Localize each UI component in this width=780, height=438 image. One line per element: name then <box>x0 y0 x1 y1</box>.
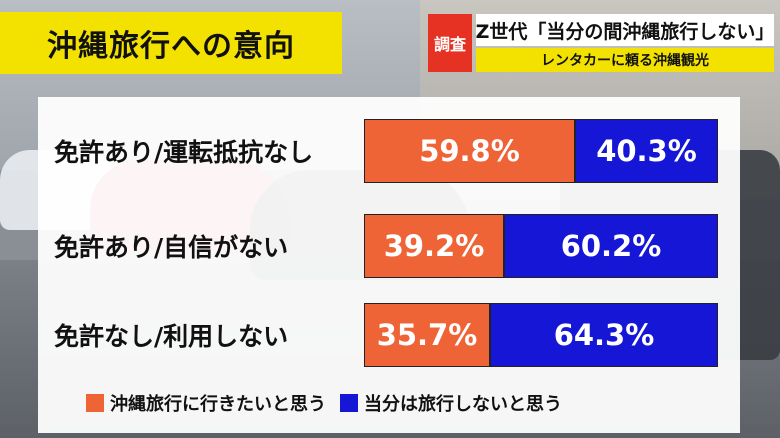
legend-swatch <box>86 394 104 412</box>
chart-panel: 沖縄旅行に行きたいと思う 当分は旅行しないと思う 免許あり/運転抵抗なし 59.8%… <box>38 97 740 433</box>
category-label: 免許なし/利用しない <box>54 322 289 351</box>
survey-badge: 調査 <box>428 14 472 72</box>
bar-value-label: 40.3% <box>596 134 697 168</box>
chart-legend: 沖縄旅行に行きたいと思う 当分は旅行しないと思う <box>86 385 562 421</box>
bar-segment: 60.2% <box>504 214 718 278</box>
bar-value-label: 64.3% <box>553 318 655 352</box>
bar-value-label: 60.2% <box>560 229 662 263</box>
bar-value-label: 59.8% <box>419 134 520 168</box>
caption-subline: レンタカーに頼る沖縄観光 <box>476 48 774 72</box>
bar-segment: 59.8% <box>364 119 575 183</box>
bar-row: 39.2% 60.2% <box>364 214 718 278</box>
bar-segment: 40.3% <box>575 119 718 183</box>
bar-row: 59.8% 40.3% <box>364 119 718 183</box>
caption-headline: Z世代「当分の間沖縄旅行しない」 <box>476 14 774 46</box>
bar-value-label: 39.2% <box>383 229 485 263</box>
bar-value-label: 35.7% <box>376 318 478 352</box>
bar-row: 35.7% 64.3% <box>364 303 718 367</box>
legend-item: 当分は旅行しないと思う <box>340 390 562 416</box>
news-caption: 調査 Z世代「当分の間沖縄旅行しない」 レンタカーに頼る沖縄観光 <box>428 14 774 72</box>
legend-item: 沖縄旅行に行きたいと思う <box>86 390 326 416</box>
legend-label: 当分は旅行しないと思う <box>364 394 562 415</box>
bar-segment: 35.7% <box>364 303 490 367</box>
legend-label: 沖縄旅行に行きたいと思う <box>110 394 326 415</box>
bar-segment: 39.2% <box>364 214 504 278</box>
legend-swatch <box>340 394 358 412</box>
bar-segment: 64.3% <box>490 303 718 367</box>
category-label: 免許あり/運転抵抗なし <box>54 138 314 167</box>
page-title: 沖縄旅行への意向 <box>47 29 295 64</box>
title-banner: 沖縄旅行への意向 <box>0 12 342 74</box>
category-label: 免許あり/自信がない <box>54 233 289 262</box>
